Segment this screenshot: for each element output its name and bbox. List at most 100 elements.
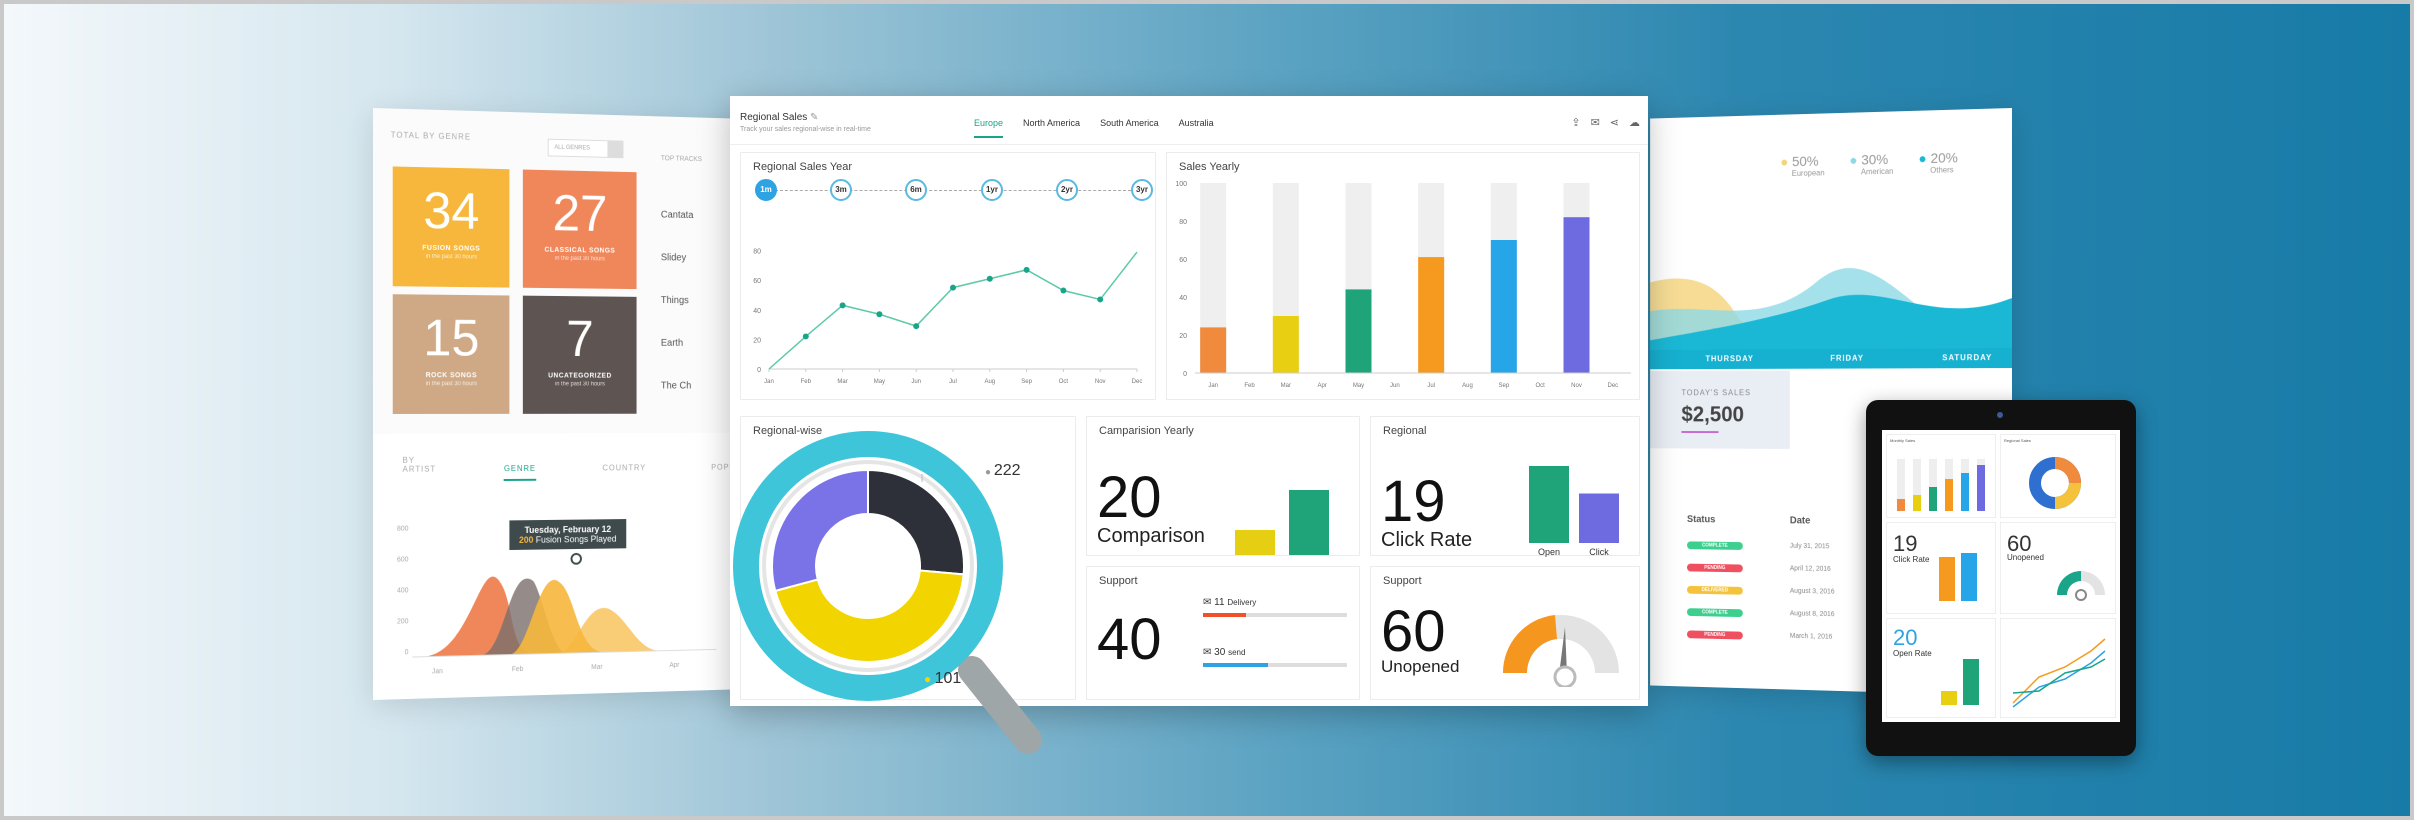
tab-genre[interactable]: GENRE	[504, 464, 536, 481]
classical-tile[interactable]: 27 CLASSICAL SONGS in the past 30 hours	[523, 170, 637, 290]
send-stat: ✉ 30 send	[1203, 647, 1245, 658]
genre-chart-card: BY ARTIST GENRE COUNTRY POPULAR Tuesday, Fe…	[373, 433, 744, 700]
tab-country[interactable]: COUNTRY	[603, 463, 647, 472]
range-3m[interactable]: 3m	[830, 179, 852, 201]
row-date: July 31, 2015	[1790, 543, 1830, 550]
click-rate-label: Click Rate	[1381, 529, 1472, 552]
x-tick: Feb	[512, 666, 524, 673]
x-tick-label: Jul	[949, 379, 957, 385]
tab-australia[interactable]: Australia	[1179, 118, 1214, 128]
download-icon[interactable]: ☁	[1629, 116, 1640, 129]
tablet-card-regional: Regional Sales	[2000, 434, 2116, 518]
tab-europe[interactable]: Europe	[974, 118, 1003, 138]
x-tick-label: Feb	[801, 379, 812, 385]
bar	[1529, 466, 1569, 543]
tab-north-america[interactable]: North America	[1023, 118, 1080, 128]
track-item[interactable]: Cantata	[661, 194, 694, 237]
track-item[interactable]: The Ch	[661, 365, 694, 408]
legend-label: European	[1792, 168, 1825, 178]
edit-icon[interactable]: ✎	[810, 112, 818, 123]
donut-ring-orange	[2055, 463, 2075, 483]
mail-icon[interactable]: ✉	[1591, 116, 1600, 129]
y-tick-label: 40	[1179, 295, 1187, 302]
x-tick-label: Oct	[1059, 379, 1069, 385]
series-line	[769, 252, 1137, 369]
line-blue	[2013, 651, 2105, 707]
x-tick-label: Aug	[1462, 383, 1473, 389]
support-unopened-card: Support 60 Unopened	[1370, 566, 1640, 700]
status-badge: COMPLETE	[1687, 608, 1743, 617]
x-tick-label: Oct	[1535, 383, 1545, 389]
delivery-stat: ✉ 11 Delivery	[1203, 597, 1256, 608]
y-tick-label: 40	[753, 308, 761, 315]
header-divider	[730, 144, 1648, 145]
track-item[interactable]: Slidey	[661, 237, 694, 280]
track-item[interactable]: Earth	[661, 322, 694, 365]
x-tick-label: Jun	[911, 379, 921, 385]
share-icon[interactable]: ⋖	[1610, 116, 1619, 129]
legend-item: ● 50% European	[1780, 153, 1824, 179]
card-title: Camparision Yearly	[1099, 425, 1194, 437]
chevron-down-icon[interactable]	[607, 141, 622, 157]
tablet-bar-chart	[1893, 449, 1991, 515]
camera-icon	[1997, 412, 2003, 418]
tile-sub: in the past 30 hours	[523, 255, 637, 263]
range-2yr[interactable]: 2yr	[1056, 179, 1078, 201]
bar-open	[1939, 557, 1955, 601]
genre-filter-select[interactable]: ALL GENRES	[548, 139, 624, 159]
fusion-tile[interactable]: 34 FUSION SONGS in the past 30 hours	[393, 166, 510, 287]
x-tick-label: Mar	[1281, 383, 1291, 389]
filter-value: ALL GENRES	[554, 145, 590, 152]
bar	[1961, 473, 1969, 511]
tab-by-artist[interactable]: BY ARTIST	[403, 456, 437, 474]
delivery-label: Delivery	[1227, 598, 1256, 607]
rock-tile[interactable]: 15 ROCK SONGS in the past 30 hours	[393, 294, 510, 414]
y-tick-label: 100	[1175, 181, 1187, 188]
card-title: Regional Sales Year	[753, 161, 852, 173]
x-tick-label: May	[1353, 383, 1364, 389]
day-label: FRIDAY	[1830, 354, 1863, 363]
x-tick-label: Feb	[1244, 383, 1255, 389]
music-dashboard-panel: TOTAL BY GENRE ALL GENRES TOP TRACKS Can…	[373, 108, 744, 700]
row-date: August 3, 2016	[1790, 588, 1835, 596]
category-label: Open	[1538, 547, 1560, 557]
tile-label: ROCK SONGS	[393, 372, 510, 379]
send-progress-fill	[1203, 663, 1268, 667]
range-1yr[interactable]: 1yr	[981, 179, 1003, 201]
y-tick-label: 60	[753, 278, 761, 285]
unopened-value: 60	[1381, 603, 1446, 661]
bar	[1579, 494, 1619, 544]
y-axis-ticks: 800 600 400 200 0	[391, 514, 409, 669]
region-area-chart	[1650, 238, 2012, 369]
genre-header: TOTAL BY GENRE	[391, 130, 471, 141]
day-label: THURSDAY	[1706, 354, 1754, 363]
legend-item: ● 30% American	[1849, 151, 1893, 177]
uncategorized-tile[interactable]: 7 UNCATEGORIZED in the past 30 hours	[523, 296, 637, 414]
y-tick: 400	[391, 575, 409, 606]
bar	[1897, 499, 1905, 511]
y-tick: 200	[391, 606, 409, 637]
tablet-gauge	[2051, 561, 2111, 601]
tab-south-america[interactable]: South America	[1100, 118, 1159, 128]
range-6m[interactable]: 6m	[905, 179, 927, 201]
send-progress	[1203, 663, 1347, 667]
y-tick: 0	[391, 637, 409, 668]
tablet-label: Click Rate	[1893, 555, 1929, 564]
page-subtitle: Track your sales regional-wise in real-t…	[740, 126, 871, 133]
range-1m[interactable]: 1m	[755, 179, 777, 201]
bar	[1491, 240, 1517, 373]
callout-dot: ●	[924, 672, 935, 686]
x-tick-label: Jan	[1208, 383, 1218, 389]
y-tick: 800	[391, 514, 409, 545]
range-3yr[interactable]: 3yr	[1131, 179, 1153, 201]
y-tick-label: 0	[1183, 371, 1187, 378]
bar	[1273, 316, 1299, 373]
track-item[interactable]: Things	[661, 280, 694, 323]
tablet-device: Monthly Sales Regional Sales 19 Click Ra…	[1866, 400, 2136, 756]
delivery-progress-fill	[1203, 613, 1246, 617]
x-tick-label: Sep	[1021, 379, 1032, 385]
donut-value: 101	[935, 670, 962, 687]
regional-card: Regional 19 Click Rate Open Click	[1370, 416, 1640, 556]
tablet-value: 20	[1893, 625, 1917, 651]
export-icon[interactable]: ⇪	[1571, 116, 1580, 129]
